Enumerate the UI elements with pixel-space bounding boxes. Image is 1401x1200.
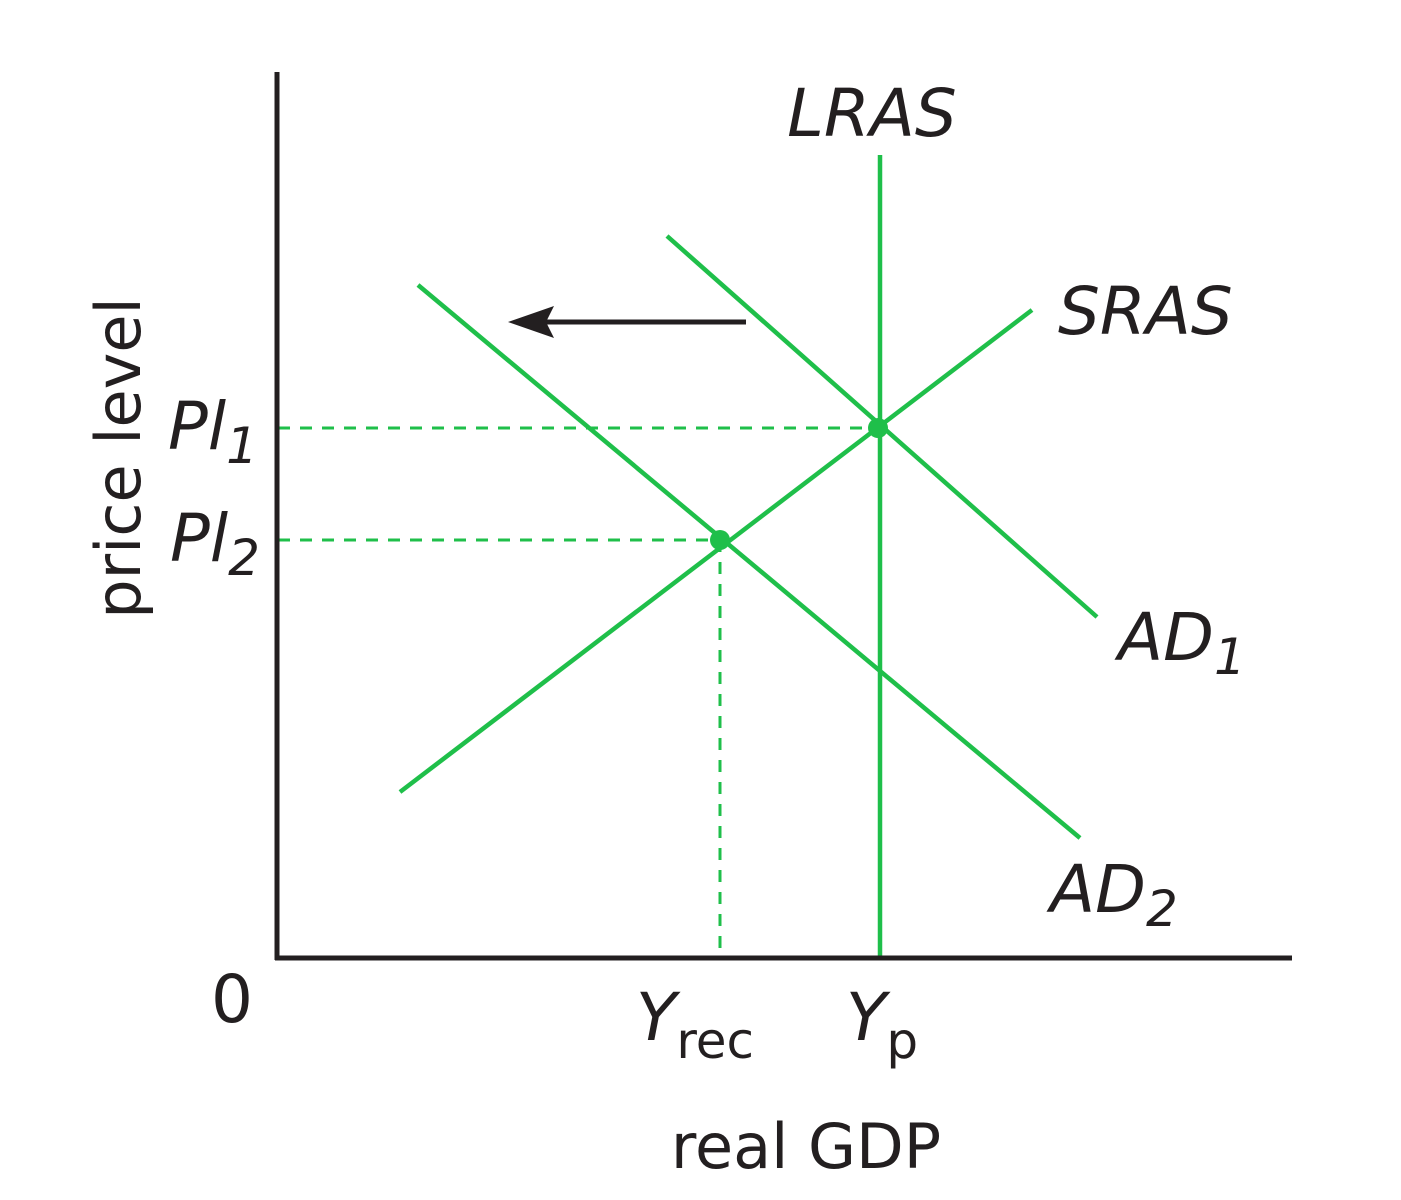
ad1-label-sub: 1 (1214, 628, 1246, 686)
sras-label: SRAS (1058, 273, 1233, 350)
yrec-tick-label: Yrec (636, 979, 754, 1070)
yrec-tick-sub: rec (676, 1012, 754, 1070)
pl1-tick-main: Pl (168, 388, 227, 465)
lras-label: LRAS (787, 75, 957, 152)
equilibrium-point-1 (868, 418, 888, 438)
ad2-label-sub: 2 (1146, 880, 1178, 938)
y-axis-title: price level (82, 297, 155, 618)
pl2-tick-main: Pl (170, 500, 229, 577)
yrec-tick-main: Y (636, 979, 681, 1056)
origin-label: 0 (211, 961, 253, 1038)
yp-tick-label: Yp (846, 979, 918, 1070)
ad2-line (416, 283, 1082, 840)
ad2-label-main: AD (1046, 851, 1146, 928)
yp-tick-main: Y (846, 979, 891, 1056)
pl1-tick-sub: 1 (226, 417, 258, 475)
equilibrium-point-2 (710, 530, 730, 550)
x-axis-title: real GDP (671, 1110, 941, 1183)
yp-tick-sub: p (886, 1012, 918, 1070)
pl1-tick-label: Pl1 (168, 388, 258, 475)
ad2-label: AD2 (1046, 851, 1178, 938)
shift-arrow (508, 306, 746, 338)
ad1-label-main: AD (1114, 599, 1214, 676)
pl2-tick-label: Pl2 (170, 500, 260, 587)
pl2-tick-sub: 2 (228, 529, 260, 587)
sras-line (398, 308, 1034, 794)
ad1-label: AD1 (1114, 599, 1246, 686)
